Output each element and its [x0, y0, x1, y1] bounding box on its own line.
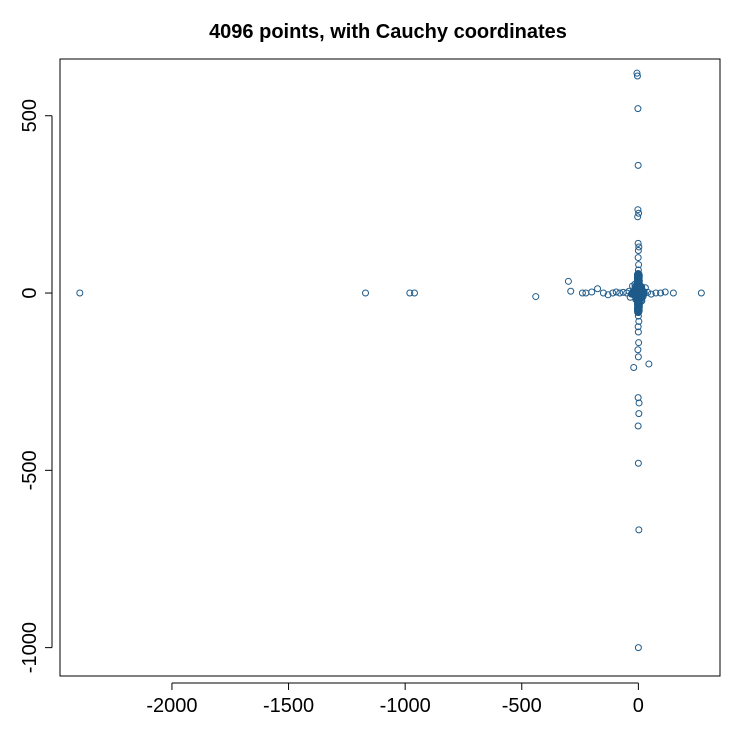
data-point	[634, 346, 642, 354]
data-point	[633, 72, 641, 80]
data-point	[634, 422, 642, 430]
data-point	[635, 209, 643, 217]
x-tick-label: -500	[502, 695, 542, 717]
data-points	[76, 69, 705, 652]
data-point	[697, 289, 705, 297]
data-point	[669, 289, 677, 297]
data-point	[604, 291, 612, 299]
data-point	[634, 273, 642, 281]
data-point	[634, 213, 642, 221]
data-point	[588, 288, 596, 296]
x-axis: -2000 -1500 -1000 -500 0	[146, 682, 644, 717]
x-tick-label: -2000	[146, 695, 197, 717]
data-point	[634, 161, 642, 169]
data-point	[567, 287, 575, 295]
data-point	[616, 289, 624, 297]
data-point	[76, 289, 84, 297]
data-point	[578, 289, 586, 297]
data-point	[634, 302, 642, 310]
data-point	[645, 360, 653, 368]
data-point	[634, 394, 642, 402]
data-point	[634, 298, 642, 306]
data-point	[634, 328, 642, 336]
data-point	[634, 323, 642, 331]
data-point	[599, 289, 607, 297]
y-axis: -1000 -500 0 500	[19, 99, 53, 673]
data-point	[657, 289, 665, 297]
data-point	[635, 410, 643, 418]
data-point	[652, 289, 660, 297]
data-point	[661, 288, 669, 296]
x-tick-label: 0	[633, 695, 644, 717]
data-point	[594, 285, 602, 293]
data-point	[639, 288, 647, 296]
data-point	[630, 364, 638, 371]
data-point	[635, 243, 643, 251]
y-tick-label: 500	[19, 99, 41, 132]
data-point	[635, 317, 643, 325]
y-tick-label: -1000	[19, 622, 41, 673]
y-tick-label: -500	[19, 450, 41, 490]
plot-frame	[59, 58, 721, 677]
data-point	[410, 289, 418, 297]
data-point	[634, 644, 642, 652]
data-point	[635, 261, 643, 269]
data-point	[406, 289, 414, 297]
data-point	[612, 288, 620, 296]
data-point	[634, 254, 642, 262]
data-point	[634, 239, 642, 247]
data-point	[634, 206, 642, 214]
chart-title: 4096 points, with Cauchy coordinates	[209, 21, 567, 43]
data-point	[635, 339, 643, 347]
x-tick-label: -1000	[380, 695, 431, 717]
data-point	[635, 306, 643, 314]
data-point	[634, 246, 642, 254]
y-tick-label: 0	[19, 287, 41, 298]
data-point	[635, 526, 643, 534]
x-tick-label: -1500	[263, 695, 314, 717]
data-point	[647, 290, 655, 298]
data-point	[609, 289, 617, 297]
data-point	[634, 459, 642, 467]
data-point	[635, 399, 643, 407]
data-point	[532, 293, 540, 301]
data-point	[564, 277, 572, 285]
data-point	[634, 353, 642, 361]
data-point	[362, 289, 370, 297]
data-point	[633, 69, 641, 77]
data-point	[634, 105, 642, 113]
